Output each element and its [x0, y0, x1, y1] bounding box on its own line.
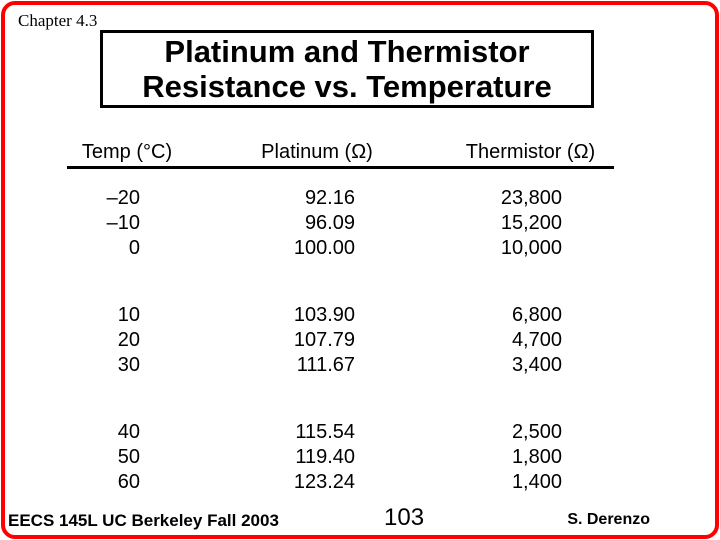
platinum-cell: 107.79 — [293, 329, 355, 351]
temp-cell: 20 — [117, 329, 140, 351]
platinum-cell: 92.16 — [304, 187, 355, 209]
table-row: 20 107.79 4,700 — [67, 328, 614, 353]
thermistor-cell: 6,800 — [511, 304, 562, 326]
platinum-cell: 96.09 — [304, 212, 355, 234]
temp-cell: 0 — [128, 237, 140, 259]
table-row: –20 92.16 23,800 — [67, 186, 614, 211]
table-row: 0 100.00 10,000 — [67, 236, 614, 261]
thermistor-cell: 10,000 — [500, 237, 562, 259]
table-row: 60 123.24 1,400 — [67, 470, 614, 495]
page-number: 103 — [384, 504, 425, 531]
platinum-cell: 123.24 — [293, 471, 355, 493]
platinum-cell: 111.67 — [296, 354, 355, 376]
header-temp: Temp (°C) — [81, 141, 173, 163]
chapter-label: Chapter 4.3 — [18, 11, 98, 30]
slide-title-line-2: Resistance vs. Temperature — [142, 69, 552, 104]
thermistor-cell: 23,800 — [500, 187, 562, 209]
platinum-cell: 100.00 — [293, 237, 355, 259]
temp-cell: 40 — [117, 421, 140, 443]
platinum-cell: 103.90 — [293, 304, 355, 326]
temp-cell: –20 — [106, 187, 140, 209]
thermistor-cell: 2,500 — [511, 421, 562, 443]
title-box: Platinum and Thermistor Resistance vs. T… — [100, 30, 594, 108]
table-group-2: 10 103.90 6,800 20 107.79 4,700 30 111.6… — [67, 303, 614, 378]
thermistor-cell: 1,800 — [511, 446, 562, 468]
platinum-cell: 119.40 — [295, 446, 355, 468]
resistance-table: Temp (°C) Platinum (Ω) Thermistor (Ω) –2… — [67, 138, 614, 495]
thermistor-cell: 15,200 — [500, 212, 562, 234]
table-group-1: –20 92.16 23,800 –10 96.09 15,200 0 100.… — [67, 186, 614, 261]
table-group-3: 40 115.54 2,500 50 119.40 1,800 60 123.2… — [67, 420, 614, 495]
table-row: 40 115.54 2,500 — [67, 420, 614, 445]
table-row: 50 119.40 1,800 — [67, 445, 614, 470]
table-row: 10 103.90 6,800 — [67, 303, 614, 328]
slide-title-line-1: Platinum and Thermistor — [164, 34, 530, 69]
temp-cell: 10 — [117, 304, 140, 326]
table-header-row: Temp (°C) Platinum (Ω) Thermistor (Ω) — [67, 138, 614, 169]
table-row: 30 111.67 3,400 — [67, 353, 614, 378]
platinum-cell: 115.54 — [295, 421, 355, 443]
temp-cell: 30 — [117, 354, 140, 376]
thermistor-cell: 4,700 — [511, 329, 562, 351]
thermistor-cell: 3,400 — [511, 354, 562, 376]
temp-cell: –10 — [106, 212, 140, 234]
header-thermistor: Thermistor (Ω) — [465, 141, 596, 163]
temp-cell: 50 — [117, 446, 140, 468]
header-platinum: Platinum (Ω) — [261, 141, 373, 163]
table-row: –10 96.09 15,200 — [67, 211, 614, 236]
footer-course-label: EECS 145L UC Berkeley Fall 2003 — [8, 511, 279, 530]
temp-cell: 60 — [117, 471, 140, 493]
footer-author-label: S. Derenzo — [567, 511, 650, 528]
thermistor-cell: 1,400 — [511, 471, 562, 493]
